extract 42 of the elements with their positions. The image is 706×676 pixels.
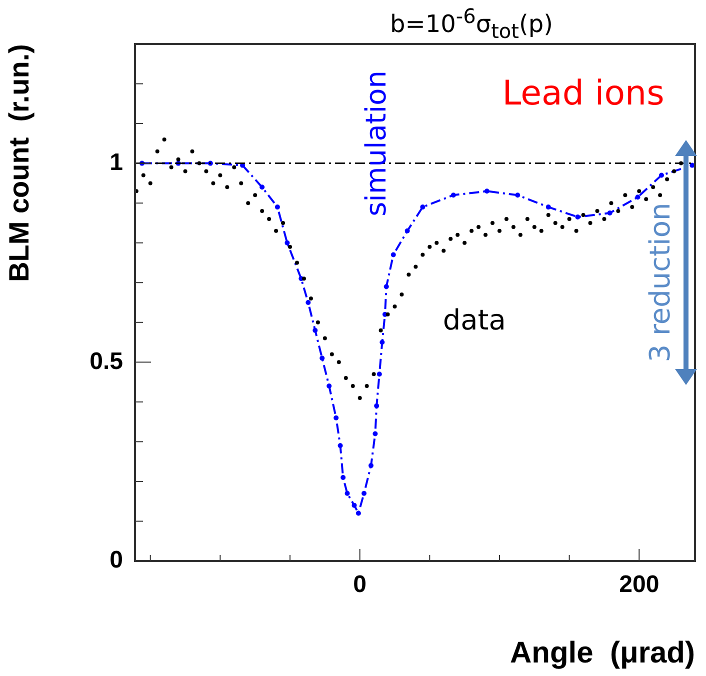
point [450,192,456,198]
annotation: 3 reduction [643,202,676,362]
y-axis-title: BLM count (r.un.) [4,44,35,282]
point [376,372,382,377]
point [274,204,280,210]
chart-title: b=10$^{-6}$σ$_{tot}$(p) [390,3,553,45]
point [362,490,367,496]
point [515,192,520,198]
point [368,463,374,468]
point [326,384,332,389]
point [260,184,265,190]
text: simulation [359,70,392,216]
point [380,340,385,345]
point [484,188,490,194]
point [607,210,612,216]
point [420,204,426,210]
point [306,300,311,305]
point [575,214,580,220]
x-tick-label: 200 [619,571,660,598]
point [334,415,339,420]
series-label: data [442,304,506,337]
point [352,502,357,508]
point [340,474,346,480]
point [284,240,290,246]
point [356,510,361,516]
y-tick-label: 0 [110,546,123,574]
point [338,443,343,448]
point [404,228,410,234]
y-tick-label: 0.5 [90,348,123,375]
y-tick-label: 1 [110,148,123,176]
point [635,194,640,200]
point [374,403,380,408]
annotation: Lead ions [502,74,664,114]
point [384,284,389,290]
x-axis-title: Angle (μrad) [510,636,695,670]
point [658,172,664,178]
point [390,252,396,258]
point [372,431,378,436]
point [320,356,325,361]
point [344,490,350,496]
point [546,204,551,210]
point [312,328,318,333]
